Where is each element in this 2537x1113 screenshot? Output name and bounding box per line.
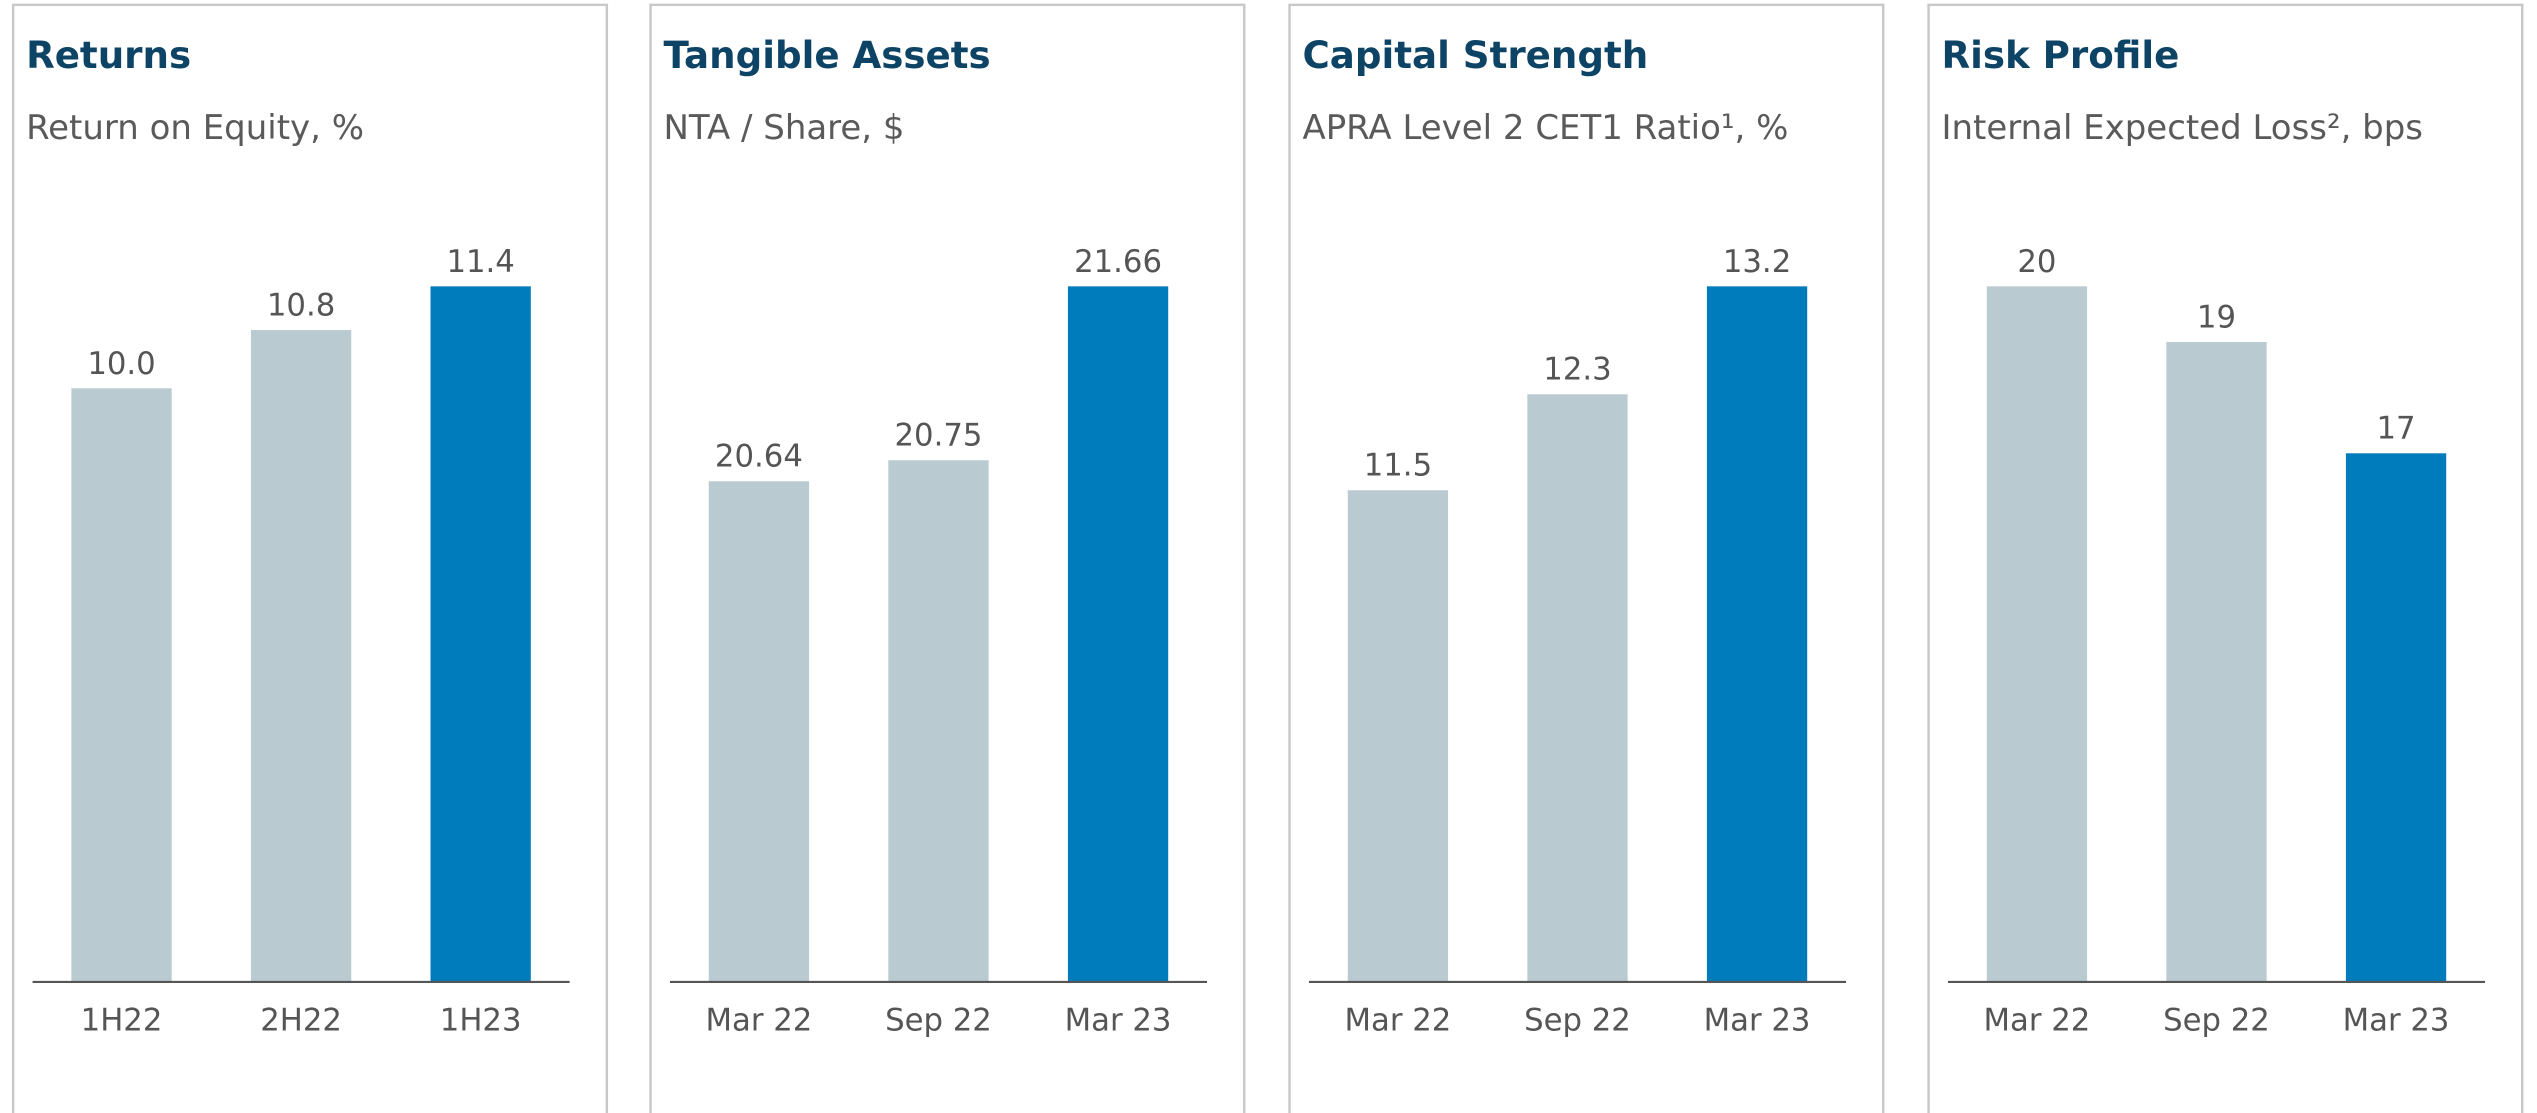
bar (1706, 286, 1808, 982)
bar (1347, 490, 1449, 982)
value-label: 12.3 (1543, 352, 1611, 388)
panel (1288, 3, 1885, 1113)
bar (250, 330, 352, 982)
x-tick-label: Sep 22 (2163, 1002, 2270, 1038)
chart-subtitle: APRA Level 2 CET1 Ratio¹, % (1302, 108, 1788, 148)
bar (71, 388, 172, 982)
chart-subtitle: NTA / Share, $ (663, 108, 904, 148)
bar (888, 460, 989, 982)
value-label: 10.8 (267, 287, 335, 323)
value-label: 10.0 (87, 346, 155, 382)
value-label: 13.2 (1723, 244, 1791, 280)
chart-title: Risk Profile (1941, 33, 2179, 77)
x-tick-label: 1H23 (440, 1002, 522, 1038)
value-label: 11.5 (1364, 448, 1432, 484)
value-label: 11.4 (446, 244, 514, 280)
chart-subtitle: Return on Equity, % (26, 108, 364, 148)
value-label: 17 (2377, 411, 2416, 447)
panel (649, 3, 1246, 1113)
chart-title: Returns (26, 33, 191, 77)
x-tick-label: Sep 22 (1524, 1002, 1631, 1038)
chart-title: Capital Strength (1302, 33, 1648, 77)
panel (11, 3, 609, 1113)
x-tick-label: Mar 22 (1345, 1002, 1452, 1038)
bar (430, 286, 531, 982)
x-tick-label: 1H22 (81, 1002, 163, 1038)
bar (1527, 394, 1628, 982)
bar (1067, 286, 1169, 982)
value-label: 20.75 (895, 418, 983, 454)
value-label: 20 (2017, 244, 2056, 280)
value-label: 21.66 (1074, 244, 1162, 280)
chart-subtitle: Internal Expected Loss², bps (1941, 108, 2423, 148)
value-label: 19 (2197, 299, 2236, 335)
bar (2345, 453, 2447, 982)
x-tick-label: Mar 22 (706, 1002, 813, 1038)
bar (708, 481, 810, 982)
bar (1986, 286, 2088, 982)
x-tick-label: Mar 23 (1704, 1002, 1811, 1038)
x-tick-label: 2H22 (260, 1002, 342, 1038)
x-tick-label: Sep 22 (885, 1002, 992, 1038)
panel (1927, 3, 2524, 1113)
bar (2166, 341, 2267, 982)
x-tick-label: Mar 23 (2343, 1002, 2450, 1038)
value-label: 20.64 (715, 439, 803, 475)
x-tick-label: Mar 23 (1065, 1002, 1172, 1038)
chart-title: Tangible Assets (663, 33, 990, 77)
x-tick-label: Mar 22 (1984, 1002, 2091, 1038)
